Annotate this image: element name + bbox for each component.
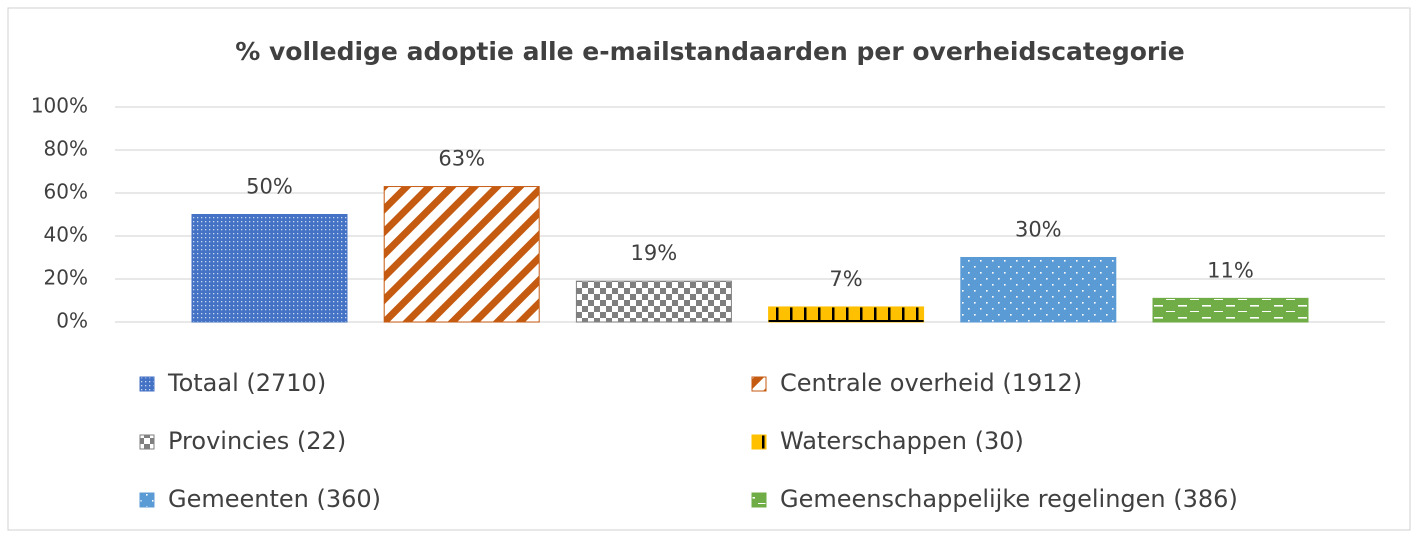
bar: [191, 214, 348, 323]
y-tick-label: 40%: [44, 223, 88, 247]
legend-swatch: [139, 434, 155, 450]
data-label: 19%: [631, 241, 678, 265]
data-label: 7%: [829, 267, 862, 291]
bar: [383, 186, 540, 323]
data-label: 11%: [1207, 258, 1254, 282]
legend-swatch: [751, 492, 767, 508]
y-tick-label: 80%: [44, 137, 88, 161]
legend-label: Provincies (22): [168, 427, 346, 455]
legend-label: Gemeenschappelijke regelingen (386): [780, 485, 1238, 513]
y-tick-label: 0%: [56, 309, 88, 333]
y-tick-label: 100%: [31, 94, 88, 118]
bar: [575, 280, 732, 323]
data-label: 30%: [1015, 218, 1062, 242]
legend-label: Totaal (2710): [167, 369, 326, 397]
legend-label: Waterschappen (30): [780, 427, 1024, 455]
data-label: 50%: [246, 175, 293, 199]
bar: [960, 257, 1117, 323]
legend-label: Gemeenten (360): [168, 485, 381, 513]
y-tick-label: 20%: [44, 266, 88, 290]
y-tick-label: 60%: [44, 180, 88, 204]
legend-swatch: [139, 376, 155, 392]
legend-swatch: [751, 434, 767, 450]
legend-label: Centrale overheid (1912): [780, 369, 1082, 397]
legend-swatch: [139, 492, 155, 508]
bar: [768, 306, 925, 323]
legend-swatch: [751, 376, 767, 392]
bar: [1152, 297, 1309, 323]
data-label: 63%: [438, 147, 485, 171]
chart-title: % volledige adoptie alle e-mailstandaard…: [235, 37, 1185, 66]
